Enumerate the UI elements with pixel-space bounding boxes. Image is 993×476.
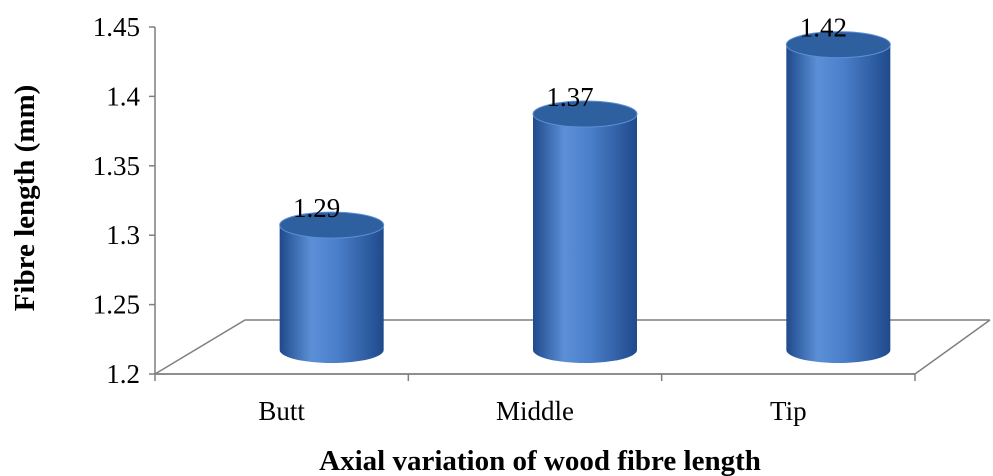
bar-butt — [279, 211, 385, 364]
bar-series — [279, 31, 891, 364]
x-tick-label: Middle — [496, 396, 574, 426]
data-label: 1.29 — [293, 193, 340, 223]
bar-top — [785, 31, 891, 59]
x-axis-title: Axial variation of wood fibre length — [319, 445, 761, 476]
x-tick-label: Tip — [770, 396, 807, 426]
y-tick-label: 1.35 — [93, 151, 140, 181]
bar-tip — [785, 31, 891, 364]
x-tick-label: Butt — [258, 396, 305, 426]
bar-body — [533, 114, 637, 363]
y-tick-label: 1.2 — [106, 359, 140, 389]
y-tick-label: 1.45 — [93, 12, 140, 42]
bar-body — [279, 225, 384, 364]
bar-middle — [532, 100, 638, 363]
y-tick-label: 1.4 — [106, 81, 140, 111]
data-label: 1.42 — [800, 13, 847, 43]
y-tick-label: 1.25 — [93, 290, 140, 320]
data-label: 1.37 — [546, 82, 593, 112]
bar-top — [532, 100, 638, 128]
x-axis — [154, 373, 916, 381]
y-axis: 1.2 1.25 1.3 1.35 1.4 1.45 — [93, 12, 156, 389]
y-tick-label: 1.3 — [106, 220, 140, 250]
bar-body — [786, 44, 891, 364]
bar-top — [279, 211, 385, 239]
y-axis-title: Fibre length (mm) — [9, 85, 41, 312]
